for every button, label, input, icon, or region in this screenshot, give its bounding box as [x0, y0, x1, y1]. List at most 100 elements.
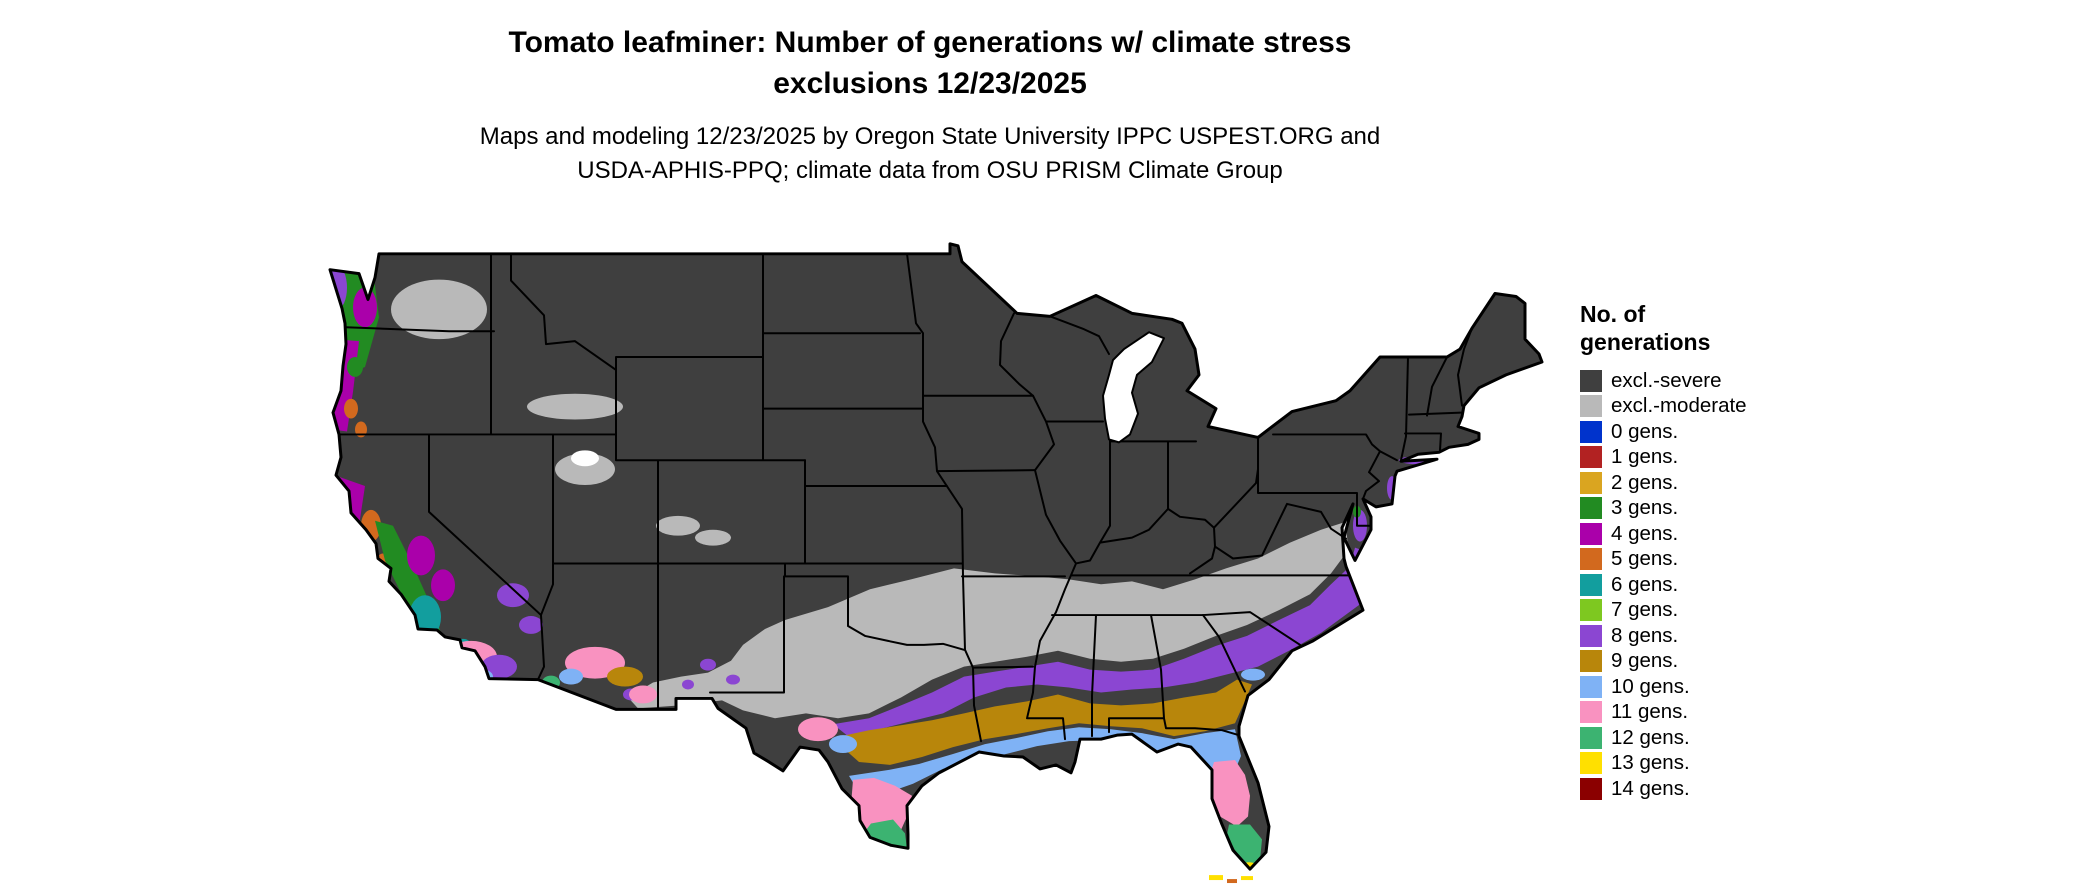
legend-title-line1: No. of — [1580, 301, 1646, 327]
us-outline — [328, 242, 1544, 871]
map-subtitle: Maps and modeling 12/23/2025 by Oregon S… — [0, 120, 1860, 188]
legend-item-label: 7 gens. — [1611, 598, 1679, 622]
legend-swatch — [1580, 522, 1602, 545]
state-border-line — [762, 252, 1066, 743]
legend-item: excl.-severe — [1580, 368, 1920, 394]
region-patch — [497, 583, 529, 608]
map-title-line1: Tomato leafminer: Number of generations … — [508, 26, 1352, 59]
legend-item: 9 gens. — [1580, 649, 1920, 675]
region-patch — [355, 421, 367, 438]
region-patch — [344, 398, 358, 419]
region-patch — [347, 357, 363, 377]
legend-swatch — [1580, 395, 1602, 418]
legend-swatch — [1580, 471, 1602, 494]
region-patch — [1209, 875, 1223, 881]
great-salt-lake — [571, 450, 599, 467]
region-patch — [695, 529, 731, 546]
legend-swatch — [1580, 726, 1602, 749]
legend-item: 3 gens. — [1580, 496, 1920, 522]
legend-swatch — [1580, 369, 1602, 392]
legend-item: 14 gens. — [1580, 776, 1920, 802]
legend-item-label: 10 gens. — [1611, 674, 1690, 698]
region-9-gens-band — [832, 679, 1252, 765]
legend-item-label: 5 gens. — [1611, 547, 1679, 571]
legend-swatch — [1580, 573, 1602, 596]
region-patch — [559, 668, 583, 685]
region-patch — [700, 658, 716, 671]
legend-title-line2: generations — [1580, 329, 1711, 355]
legend-item-label: excl.-severe — [1611, 368, 1722, 392]
region-patch — [353, 287, 377, 328]
legend-swatch — [1580, 446, 1602, 469]
legend-item: 13 gens. — [1580, 751, 1920, 777]
region-patch — [656, 515, 700, 536]
florida-keys — [1209, 875, 1253, 884]
legend-swatch — [1580, 752, 1602, 775]
legend-item-label: 8 gens. — [1611, 623, 1679, 647]
map-title: Tomato leafminer: Number of generations … — [0, 22, 1860, 104]
map-subtitle-line1: Maps and modeling 12/23/2025 by Oregon S… — [479, 123, 1381, 150]
legend-item: 8 gens. — [1580, 623, 1920, 649]
legend-item: 1 gens. — [1580, 445, 1920, 471]
legend-item-label: 13 gens. — [1611, 751, 1690, 775]
legend-item: 0 gens. — [1580, 419, 1920, 445]
legend-item-label: 9 gens. — [1611, 649, 1679, 673]
region-patch — [409, 595, 441, 639]
legend-item-label: 2 gens. — [1611, 470, 1679, 494]
region-patch — [1241, 668, 1265, 681]
legend-title: No. of generations — [1580, 300, 1920, 356]
legend-item: 2 gens. — [1580, 470, 1920, 496]
region-excl-moderate-band — [628, 521, 1348, 719]
region-patch — [726, 674, 740, 685]
legend-swatch — [1580, 497, 1602, 520]
legend-item-label: 6 gens. — [1611, 572, 1679, 596]
region-patch — [629, 685, 657, 704]
region-patch — [555, 453, 615, 486]
state-border-line — [1189, 327, 1473, 693]
region-patch — [798, 717, 838, 742]
region-patch — [565, 646, 625, 679]
legend-item-label: 11 gens. — [1611, 700, 1689, 724]
legend-item-label: 3 gens. — [1611, 496, 1679, 520]
region-patch — [829, 735, 857, 754]
region-patch — [431, 569, 455, 602]
region-patch — [391, 279, 487, 340]
region-8-gens-band — [833, 547, 1363, 737]
legend-swatch — [1580, 777, 1602, 800]
legend-item: excl.-moderate — [1580, 394, 1920, 420]
legend-swatch — [1580, 650, 1602, 673]
region-patch — [607, 666, 643, 687]
us-map-svg — [328, 242, 1544, 884]
lake-michigan — [1102, 331, 1165, 444]
legend-swatch — [1580, 420, 1602, 443]
legend-item: 6 gens. — [1580, 572, 1920, 598]
legend-item: 11 gens. — [1580, 700, 1920, 726]
legend-swatch — [1580, 701, 1602, 724]
region-patch — [473, 669, 493, 684]
region-11-gens-florida — [1210, 759, 1250, 827]
region-patch — [527, 393, 623, 420]
region-12-gens-florida — [1227, 824, 1262, 869]
legend-item-label: 4 gens. — [1611, 521, 1679, 545]
state-border-line — [338, 252, 963, 711]
state-borders — [338, 252, 1473, 743]
region-patch — [682, 679, 694, 690]
legend-item-label: excl.-moderate — [1611, 394, 1747, 418]
legend-swatch — [1580, 675, 1602, 698]
legend-item: 10 gens. — [1580, 674, 1920, 700]
legend-items: excl.-severe excl.-moderate 0 gens. 1 ge… — [1580, 368, 1920, 802]
legend-item: 12 gens. — [1580, 725, 1920, 751]
region-patch — [1227, 879, 1237, 884]
region-patch — [1241, 876, 1253, 881]
map-legend: No. of generations excl.-severe excl.-mo… — [1580, 300, 1920, 802]
legend-swatch — [1580, 624, 1602, 647]
legend-item-label: 0 gens. — [1611, 419, 1679, 443]
legend-item-label: 12 gens. — [1611, 725, 1690, 749]
region-patch — [407, 535, 435, 576]
legend-item: 7 gens. — [1580, 598, 1920, 624]
us-generations-map — [313, 228, 1553, 888]
legend-item-label: 1 gens. — [1611, 445, 1679, 469]
legend-item: 4 gens. — [1580, 521, 1920, 547]
legend-item: 5 gens. — [1580, 547, 1920, 573]
map-subtitle-line2: USDA-APHIS-PPQ; climate data from OSU PR… — [577, 157, 1283, 184]
